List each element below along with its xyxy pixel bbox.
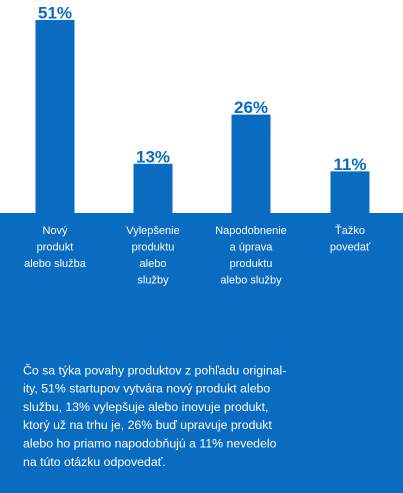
caption-line: alebo ho priamo napodobňujú a 11% nevede… — [23, 436, 277, 450]
category-label: povedať — [330, 241, 371, 253]
category-label: Vylepšenie — [126, 225, 179, 237]
category-label: produktu — [132, 241, 175, 253]
panel-background — [0, 213, 403, 493]
value-label: 11% — [333, 155, 366, 174]
value-label: 26% — [234, 98, 268, 117]
value-label: 13% — [136, 147, 170, 166]
category-label: alebo služba — [24, 258, 87, 270]
category-label: alebo služby — [220, 274, 282, 286]
caption-line: na túto otázku odpovedať. — [23, 455, 166, 469]
bar — [35, 20, 75, 213]
category-label: alebo — [140, 258, 167, 270]
category-label: produktu — [230, 258, 273, 270]
caption-line: službu, 13% vylepšuje alebo inovuje prod… — [23, 400, 268, 414]
category-label: služby — [137, 274, 169, 286]
caption-line: ity, 51% startupov vytvára nový produkt … — [23, 382, 270, 396]
caption-line: ktorý už na trhu je, 26% buď upravuje pr… — [23, 418, 272, 432]
bar — [133, 163, 173, 213]
category-label: produkt — [37, 241, 74, 253]
caption-line: Čo sa týka povahy produktov z pohľadu or… — [23, 362, 286, 377]
value-label: 51% — [38, 3, 72, 22]
category-label: a úprava — [230, 241, 274, 253]
category-label: Nový — [42, 225, 68, 237]
bar — [231, 114, 271, 213]
category-label: Napodobnenie — [215, 225, 287, 237]
bar — [330, 171, 370, 213]
category-label: Ťažko — [335, 224, 365, 237]
